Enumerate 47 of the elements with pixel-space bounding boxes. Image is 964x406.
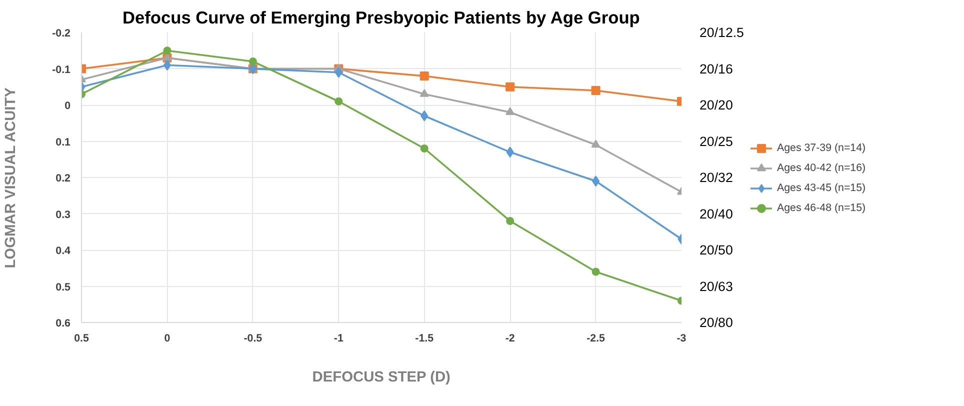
point <box>248 58 257 66</box>
point <box>506 217 514 225</box>
y-tick-label: -0.2 <box>52 28 71 40</box>
point <box>591 86 600 95</box>
text: 20/16 <box>700 61 733 76</box>
x-tick-label: -0.5 <box>244 332 262 344</box>
point <box>334 97 343 106</box>
x-tick-label: 0.5 <box>74 332 89 344</box>
point <box>163 60 172 71</box>
point <box>592 268 600 276</box>
legend-label: Ages 43-45 (n=15) <box>777 182 866 194</box>
y-tick-label: 0 <box>64 100 71 112</box>
y-tick-label: 0.6 <box>56 318 71 330</box>
y-tick-label: 0.5 <box>56 281 71 294</box>
text: 20/25 <box>700 134 733 149</box>
chart-title: Defocus Curve of Emerging Presbyopic Patients by Age Group <box>122 8 640 28</box>
legend-label: Ages 37-39 (n=14) <box>777 142 866 154</box>
point <box>163 46 172 55</box>
point <box>592 176 600 187</box>
point <box>506 82 515 92</box>
x-tick-label: -1 <box>334 332 344 344</box>
y-tick-label: -0.1 <box>52 64 71 76</box>
text: 20/63 <box>700 278 733 294</box>
point <box>420 89 429 97</box>
y-tick-label: 0.3 <box>56 208 71 221</box>
text: 20/20 <box>700 98 733 112</box>
y-axis-title: LOGMAR VISUAL ACUITY <box>3 87 20 268</box>
y-tick-label: 0.1 <box>56 136 71 148</box>
text: 20/80 <box>700 315 733 330</box>
text: 20/40 <box>700 206 733 222</box>
y-tick-label: 0.4 <box>56 245 71 257</box>
x-tick-label: 0 <box>164 332 170 344</box>
x-tick-label: -2 <box>505 332 515 344</box>
legend-label: Ages 46-48 (n=15) <box>777 202 866 214</box>
x-tick-label: -3 <box>676 332 686 344</box>
point <box>420 72 429 80</box>
point <box>506 107 515 116</box>
x-tick-label: -2.5 <box>586 332 606 344</box>
text: 20/12.5 <box>700 25 744 40</box>
x-axis-title: DEFOCUS STEP (D) <box>312 370 451 386</box>
legend-label: Ages 40-42 (n=16) <box>777 162 866 174</box>
text: 20/32 <box>700 170 733 185</box>
y-tick-label: 0.2 <box>56 172 71 184</box>
point <box>591 140 600 148</box>
x-tick-label: -1.5 <box>415 332 434 344</box>
point <box>420 144 428 152</box>
text: 20/50 <box>700 242 733 258</box>
